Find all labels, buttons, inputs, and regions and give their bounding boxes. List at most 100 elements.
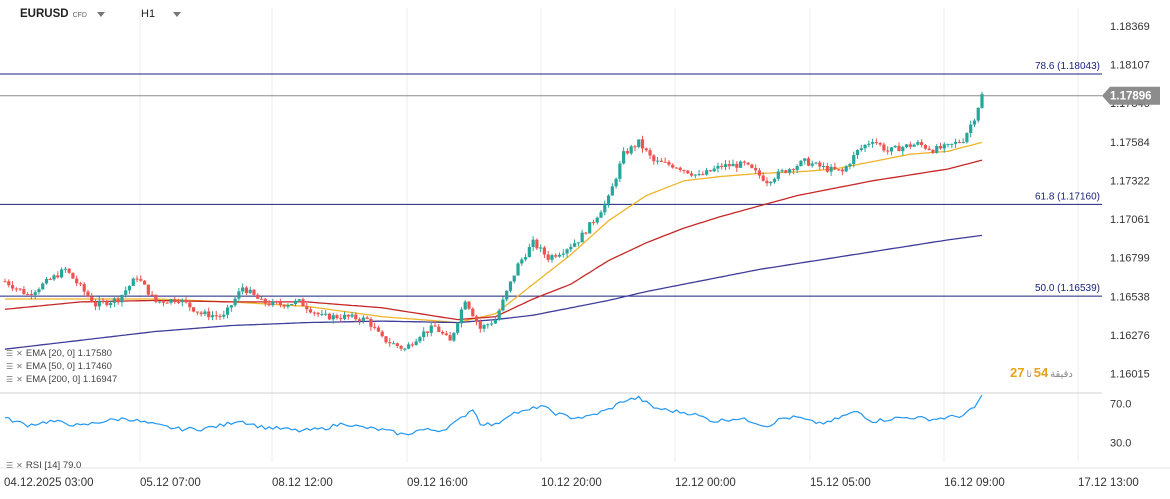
- candle-down: [316, 312, 320, 315]
- candle-up: [810, 163, 814, 166]
- current-price-label: 1.17896: [1110, 91, 1152, 103]
- time-tick-label: 15.12 05:00: [810, 477, 871, 489]
- candle-down: [754, 167, 758, 171]
- price-tick-label: 1.16799: [1110, 253, 1150, 265]
- candle-up: [799, 160, 803, 166]
- menu-icon[interactable]: ☰: [6, 375, 14, 384]
- indicator-ema200-label: EMA [200, 0] 1.16947: [25, 374, 118, 385]
- close-icon[interactable]: ✕: [16, 461, 23, 470]
- chevron-down-icon: [173, 11, 182, 17]
- candle-up: [203, 311, 207, 315]
- candle-up: [716, 165, 720, 169]
- candle-down: [938, 145, 943, 149]
- indicator-ema20[interactable]: ☰ ✕ EMA [20, 0] 1.17580: [6, 348, 112, 359]
- candle-down: [678, 167, 682, 170]
- candle-down: [640, 139, 645, 149]
- candle-up: [508, 281, 513, 291]
- candle-down: [305, 306, 309, 310]
- candle-down: [591, 222, 596, 224]
- rsi-tick-label: 70.0: [1110, 399, 1131, 411]
- menu-icon[interactable]: ☰: [6, 362, 14, 371]
- symbol-selector[interactable]: EURUSD CFD: [20, 8, 105, 20]
- close-icon[interactable]: ✕: [16, 349, 23, 358]
- candle-down: [388, 342, 392, 344]
- candle-down: [671, 164, 675, 168]
- candle-up: [33, 292, 37, 296]
- countdown-minutes: 54: [1033, 365, 1049, 380]
- candle-down: [357, 319, 362, 322]
- candle-down: [259, 298, 264, 300]
- candle-down: [173, 299, 177, 303]
- candle-up: [407, 344, 411, 349]
- candle-up: [229, 305, 233, 308]
- rsi-panel: [5, 394, 983, 436]
- candle-up: [271, 301, 275, 306]
- candle-up: [422, 331, 426, 338]
- price-tick-label: 1.16538: [1110, 291, 1150, 303]
- candle-down: [625, 151, 630, 154]
- chart-grid: [0, 8, 1170, 469]
- candle-down: [312, 312, 316, 314]
- candle-up: [109, 302, 113, 306]
- candle-up: [855, 149, 860, 156]
- candle-down: [667, 161, 671, 165]
- candle-up: [403, 348, 407, 350]
- candle-down: [301, 299, 305, 307]
- candle-up: [705, 170, 709, 175]
- indicator-ema50[interactable]: ☰ ✕ EMA [50, 0] 1.17460: [6, 361, 112, 372]
- candle-down: [274, 301, 279, 303]
- candle-down: [199, 312, 203, 315]
- candle-up: [342, 314, 347, 319]
- candle-up: [953, 141, 958, 144]
- time-tick-label: 05.12 07:00: [140, 477, 201, 489]
- candle-down: [346, 314, 350, 317]
- candle-down: [689, 173, 694, 176]
- candle-up: [531, 239, 535, 248]
- time-tick-label: 04.12.2025 03:00: [4, 477, 94, 489]
- candle-up: [463, 301, 467, 310]
- candle-down: [139, 279, 143, 281]
- indicator-ema200[interactable]: ☰ ✕ EMA [200, 0] 1.16947: [6, 374, 117, 385]
- menu-icon[interactable]: ☰: [6, 349, 14, 358]
- candle-up: [599, 212, 603, 218]
- candle-up: [505, 290, 509, 300]
- candle-up: [63, 268, 67, 270]
- candle-up: [969, 124, 973, 134]
- candle-up: [222, 314, 226, 317]
- candle-up: [731, 163, 735, 167]
- time-axis: 04.12.2025 03:00 05.12 07:00 08.12 12:00 09…: [4, 477, 1139, 489]
- ema-lines: [4, 141, 983, 350]
- indicator-rsi[interactable]: ☰ ✕ RSI [14] 79.0: [6, 460, 81, 471]
- candle-up: [693, 174, 697, 176]
- candle-up: [610, 186, 614, 196]
- timeframe-selector[interactable]: H1: [141, 8, 182, 20]
- candle-up: [41, 283, 45, 290]
- candle-up: [614, 178, 618, 187]
- candle-down: [373, 326, 377, 328]
- candle-down: [184, 299, 188, 303]
- price-tick-label: 1.17584: [1110, 137, 1150, 149]
- candle-up: [456, 323, 460, 333]
- close-icon[interactable]: ✕: [16, 375, 23, 384]
- candle-down: [75, 278, 79, 284]
- candle-down: [150, 294, 154, 296]
- candle-down: [806, 158, 811, 166]
- candle-up: [965, 133, 969, 143]
- candle-down: [765, 180, 769, 184]
- candle-down: [10, 285, 15, 289]
- candle-down: [742, 161, 746, 163]
- candle-down: [7, 281, 11, 286]
- candle-up: [859, 148, 863, 150]
- candle-down: [433, 325, 437, 327]
- close-icon[interactable]: ✕: [16, 362, 23, 371]
- rsi-line: [5, 394, 983, 436]
- menu-icon[interactable]: ☰: [6, 461, 14, 470]
- candle-down: [535, 239, 539, 249]
- candle-up: [738, 161, 743, 168]
- indicator-rsi-label: RSI [14] 79.0: [25, 460, 82, 471]
- price-tick-label: 1.16276: [1110, 330, 1150, 342]
- candle-down: [467, 301, 471, 309]
- candle-up: [293, 300, 298, 305]
- candle-down: [195, 311, 199, 313]
